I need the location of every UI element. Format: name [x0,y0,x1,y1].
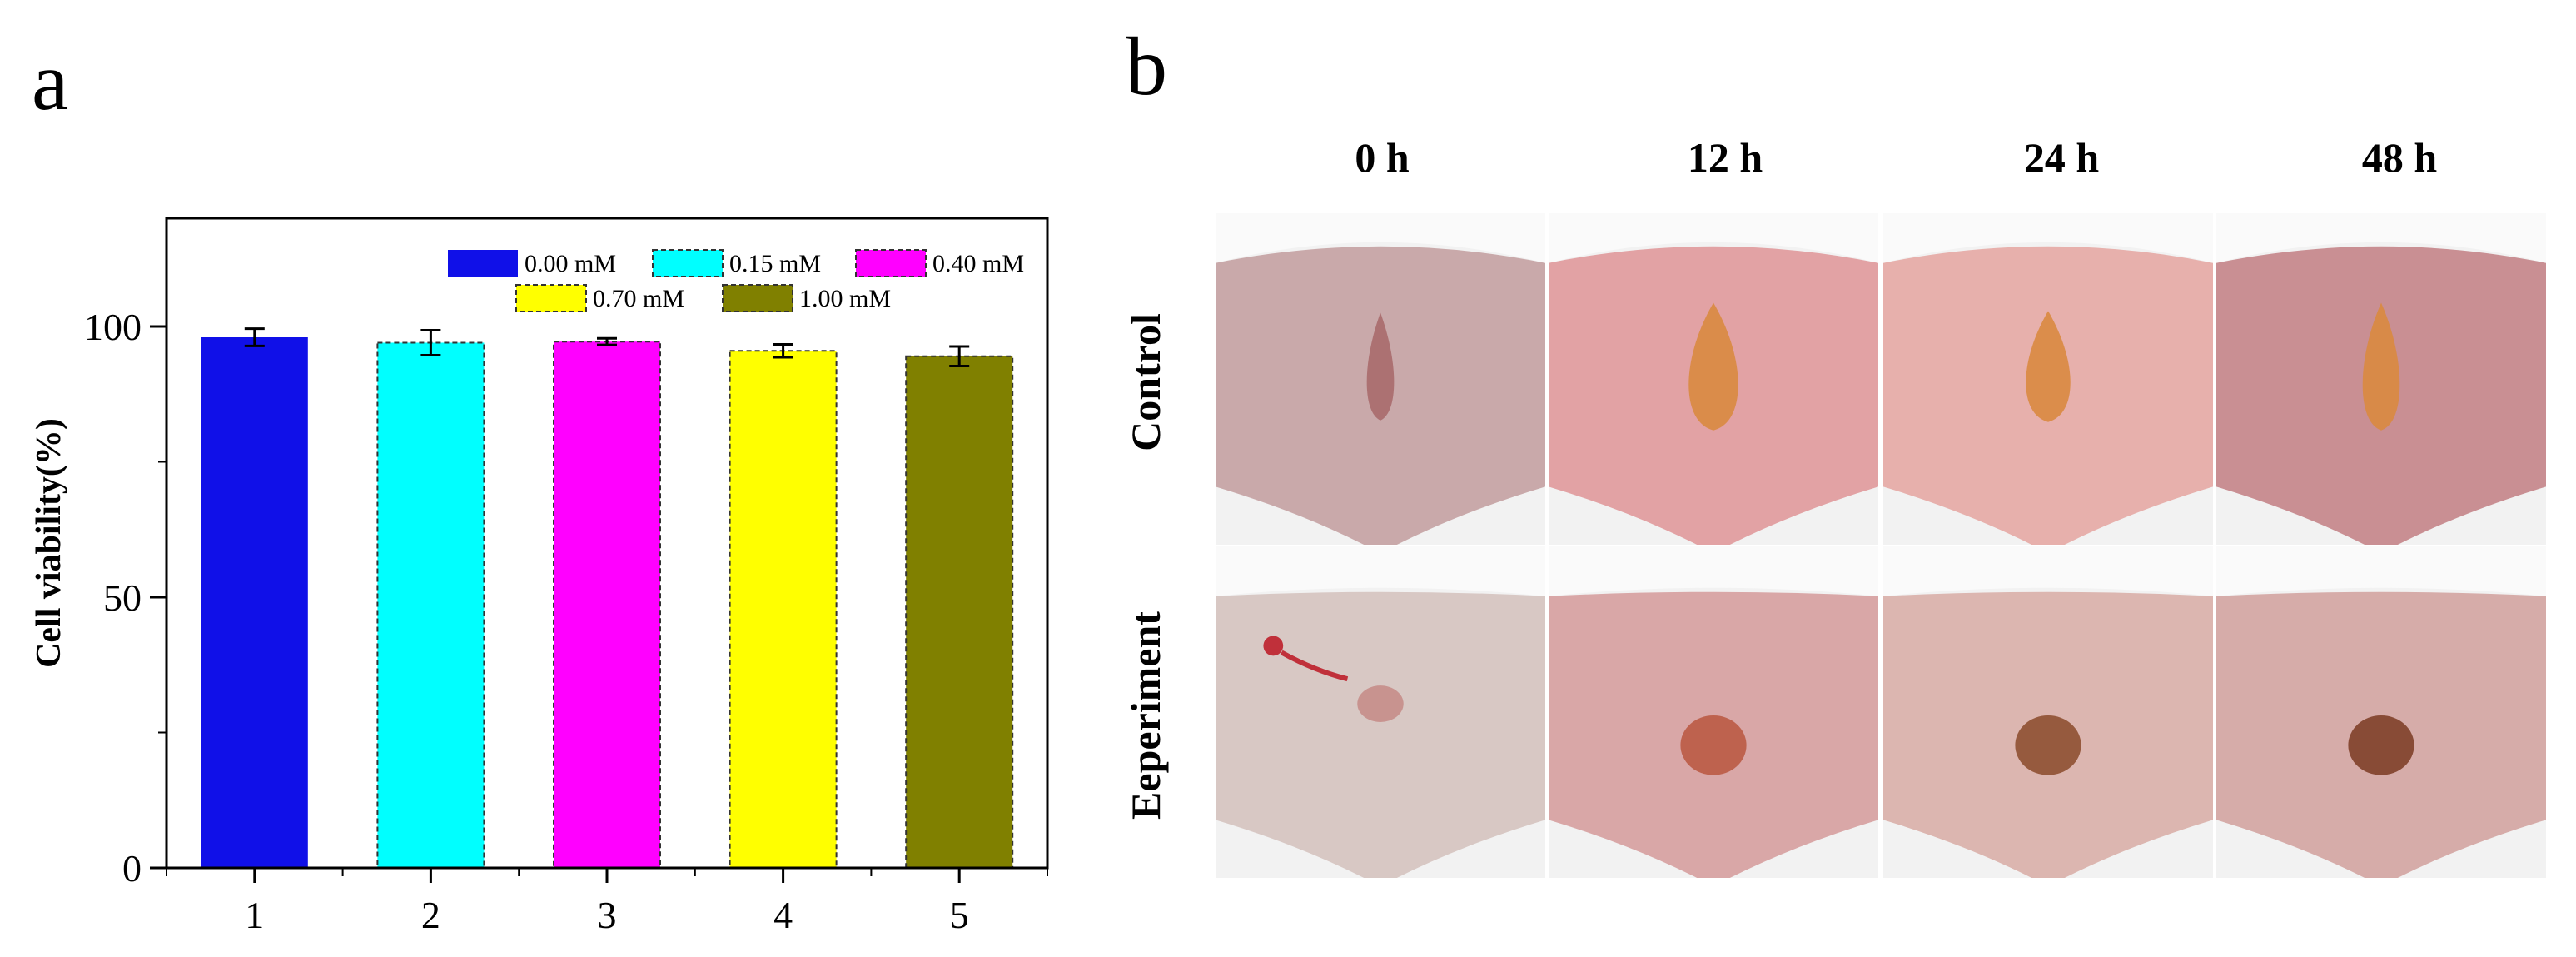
col-label-48h: 48 h [2361,134,2438,181]
bar-5 [905,355,1014,869]
wound-photo-control-1 [1549,213,1878,545]
legend-label-4: 1.00 mM [799,285,891,312]
y-tick-label-100: 100 [84,306,142,348]
panel-letter-a: a [32,35,69,127]
x-tick-label-2: 2 [421,894,440,936]
bar-4 [729,350,838,869]
y-tick-label-0: 0 [122,847,142,890]
plot-frame [165,217,1049,870]
legend-swatch-4 [722,284,793,312]
legend-label-3: 0.70 mM [593,285,684,312]
x-tick-label-5: 5 [950,894,969,936]
legend-swatch-0 [448,250,518,277]
row-label-control: Control [1122,313,1169,451]
wound-photo-control-3 [2216,213,2546,545]
photo-image [2216,213,2546,545]
y-tick-label-50: 50 [103,576,142,619]
legend-label-2: 0.40 mM [932,250,1024,277]
photo-image [1883,546,2213,878]
photo-image [1549,213,1878,545]
photo-image [2216,546,2546,878]
photo-image [1549,546,1878,878]
wound-photo-experiment-0 [1216,546,1545,878]
legend-label-1: 0.15 mM [729,250,821,277]
col-label-12h: 12 h [1687,134,1763,181]
x-tick-label-4: 4 [773,894,793,936]
photo-image [1216,213,1545,545]
photo-image [1883,213,2213,545]
row-label-experiment: Eeperiment [1122,611,1169,820]
legend-swatch-1 [652,249,724,277]
legend-swatch-3 [515,284,587,312]
photo-image [1216,546,1545,878]
x-tick-label-3: 3 [598,894,617,936]
col-label-24h: 24 h [2023,134,2100,181]
wound-photo-experiment-3 [2216,546,2546,878]
bar-3 [553,341,661,869]
bar-1 [201,337,308,868]
panel-letter-b: b [1126,20,1167,112]
wound-photo-control-2 [1883,213,2213,545]
x-tick-label-1: 1 [245,894,264,936]
y-axis-label: Cell viability(%) [30,418,68,668]
wound-photo-experiment-1 [1549,546,1878,878]
wound-photo-control-0 [1216,213,1545,545]
legend-label-0: 0.00 mM [525,250,616,277]
legend-swatch-2 [855,249,927,277]
col-label-0h: 0 h [1355,134,1410,181]
bar-2 [376,341,485,869]
wound-photo-experiment-2 [1883,546,2213,878]
